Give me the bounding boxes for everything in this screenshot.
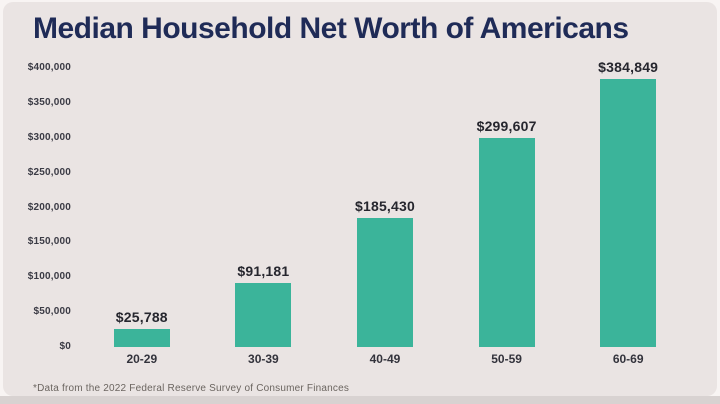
bottom-edge-decoration: [0, 396, 720, 404]
bar: [478, 138, 535, 347]
chart-title: Median Household Net Worth of Americans: [33, 12, 629, 45]
x-axis-label: 50-59: [491, 352, 522, 366]
x-axis-label: 20-29: [126, 352, 158, 366]
bar: [235, 283, 292, 347]
y-axis-tick-label: $100,000: [27, 271, 71, 283]
bar-value-label: $185,430: [354, 197, 415, 214]
bar-value-label: $299,607: [476, 118, 537, 134]
chart-card: Median Household Net Worth of Americans …: [3, 2, 717, 396]
bar: [356, 217, 413, 347]
x-axis: 20-29 30-39 40-49 50-59 60-69: [81, 352, 689, 366]
bar-slot: $91,181: [203, 263, 325, 347]
bar-slot: $299,607: [446, 118, 568, 347]
y-axis-tick-label: $0: [59, 341, 71, 352]
y-axis-tick-label: $200,000: [27, 201, 71, 213]
y-axis-tick-label: $350,000: [27, 96, 71, 108]
plot-area: $25,788 $91,181 $185,430 $299,607 $384,849: [81, 49, 689, 347]
x-axis-label: 30-39: [248, 352, 279, 366]
bar-value-label: $25,788: [115, 309, 168, 325]
x-axis-label: 60-69: [612, 352, 644, 366]
bar: [113, 329, 170, 347]
bar-value-label: $91,181: [237, 263, 290, 280]
y-axis-tick-label: $300,000: [27, 131, 71, 143]
bar-chart: $400,000 $350,000 $300,000 $250,000 $200,000…: [3, 49, 717, 371]
source-footnote: *Data from the 2022 Federal Reserve Surv…: [33, 383, 350, 394]
x-axis-label: 40-49: [369, 352, 401, 366]
bar-slot: $384,849: [567, 59, 689, 347]
y-axis-tick-label: $50,000: [33, 306, 71, 318]
y-axis-tick-label: $150,000: [27, 236, 71, 248]
bar-value-label: $384,849: [598, 58, 659, 75]
y-axis-tick-label: $400,000: [27, 62, 71, 73]
bar-slot: $185,430: [324, 198, 446, 347]
bar: [600, 78, 657, 347]
y-axis-tick-label: $250,000: [27, 166, 71, 178]
bar-slot: $25,788: [81, 309, 203, 347]
